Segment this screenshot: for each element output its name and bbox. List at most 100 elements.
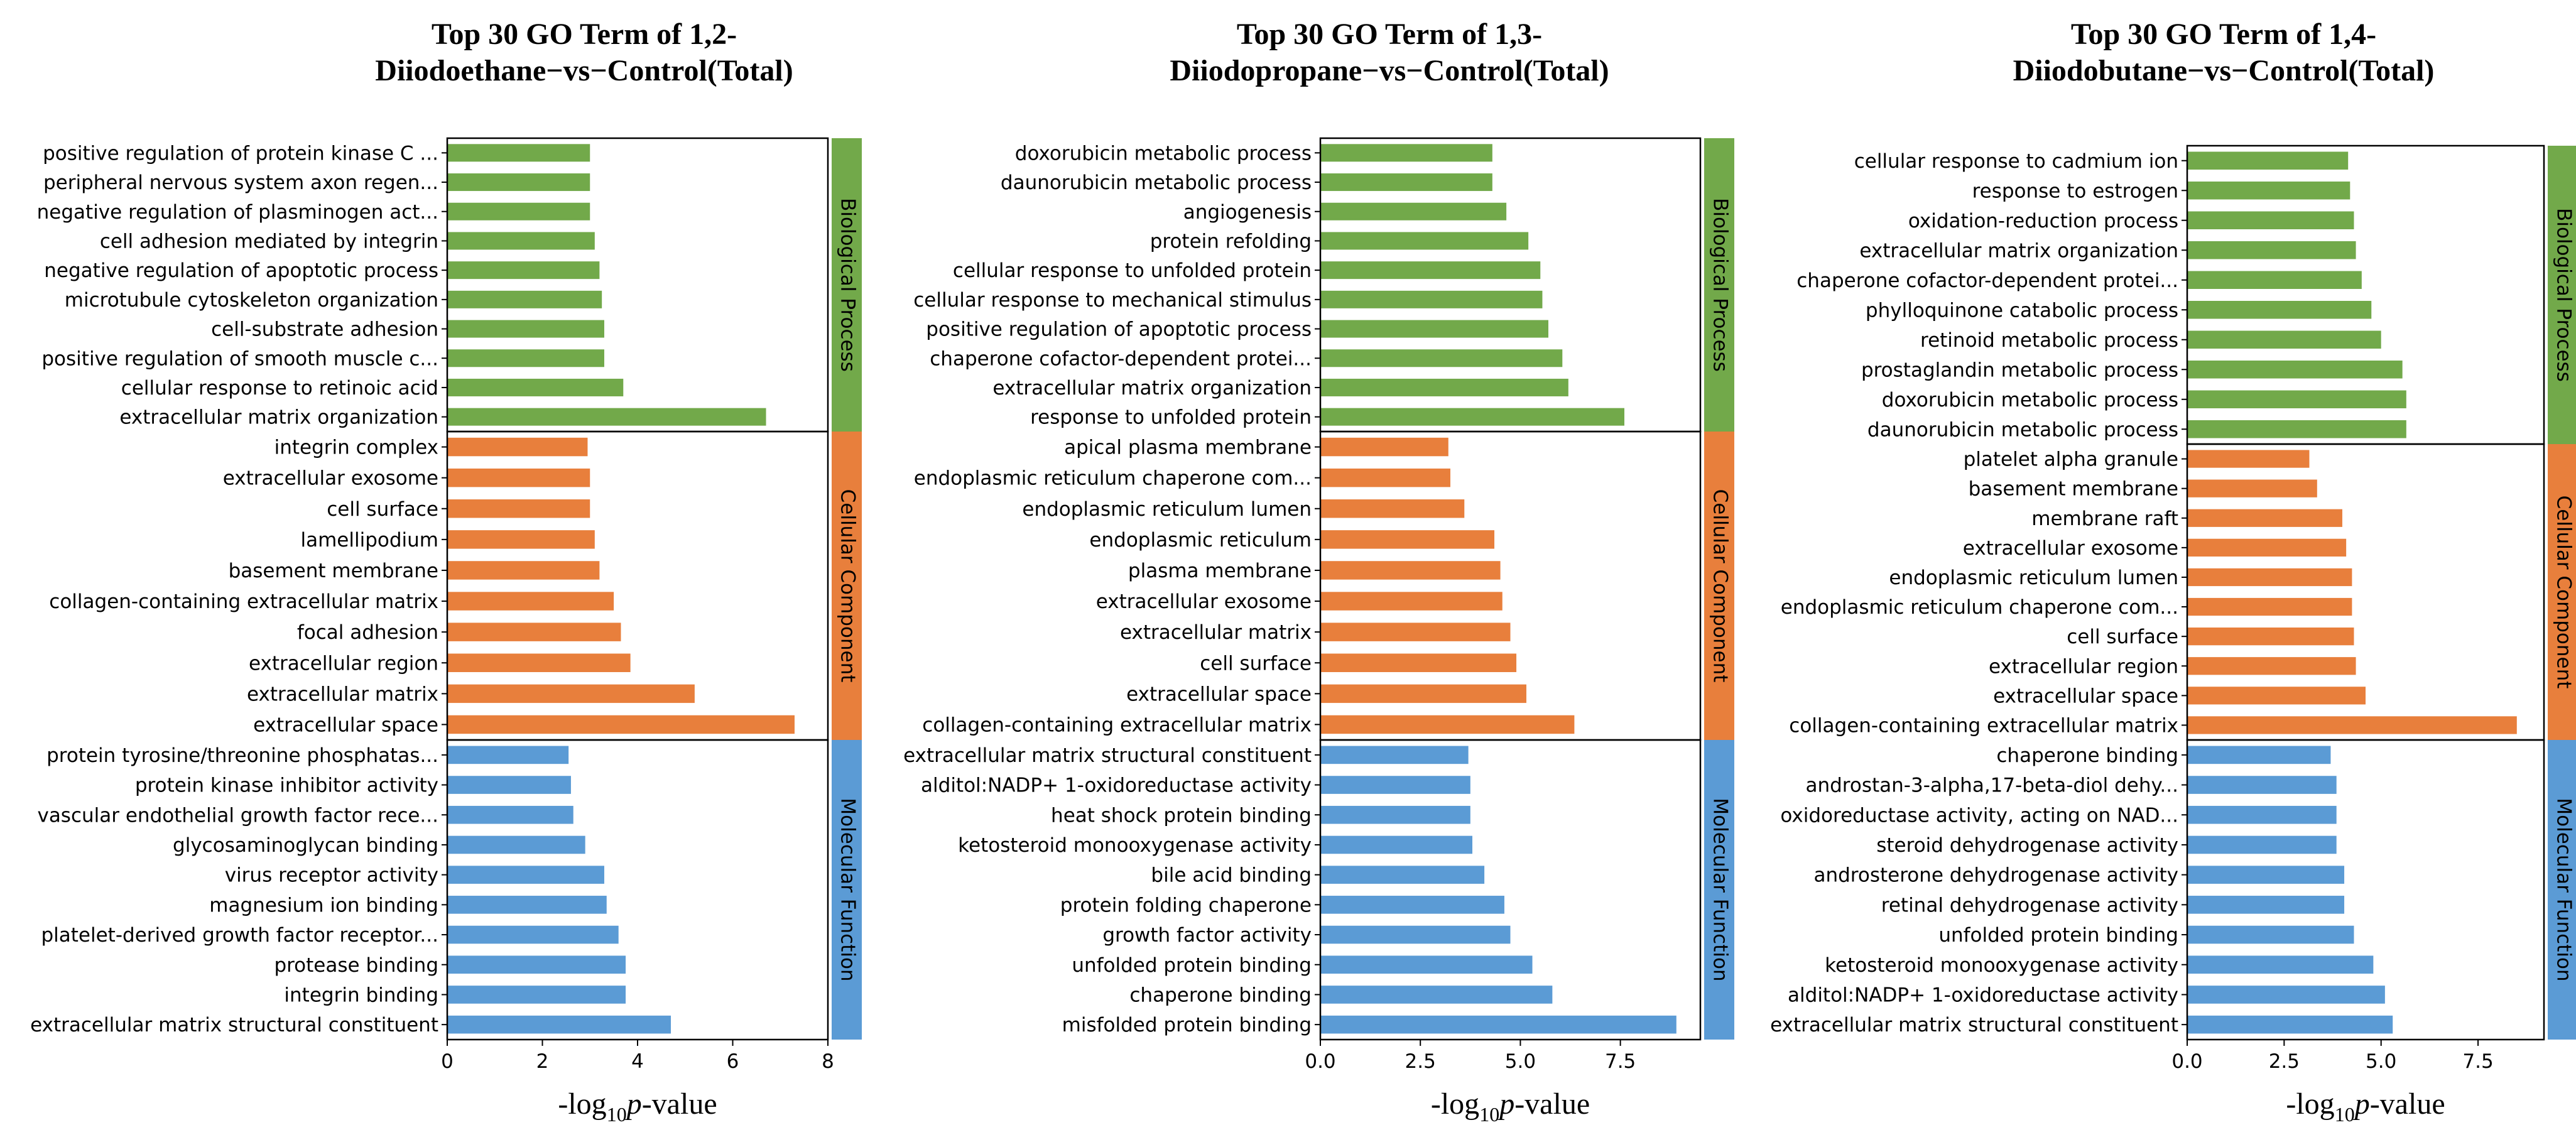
category-label: response to unfolded protein (1030, 406, 1312, 429)
x-tick-label: 2.5 (2269, 1050, 2300, 1073)
bar-cc (2187, 597, 2352, 616)
bar-mf (447, 776, 571, 794)
chart-panel-1: Top 30 GO Term of 1,2-Diiodoethane−vs−Co… (30, 18, 862, 1125)
x-tick-label: 0 (441, 1050, 454, 1073)
category-label: oxidation-reduction process (1908, 210, 2178, 232)
category-label: bile acid binding (1151, 864, 1312, 887)
category-label: negative regulation of apoptotic process (44, 259, 438, 282)
bar-mf (2187, 925, 2354, 944)
category-label: apical plasma membrane (1064, 437, 1312, 459)
bar-bp (2187, 271, 2362, 289)
category-label: extracellular matrix structural constitu… (1770, 1014, 2178, 1036)
category-label: negative regulation of plasminogen act..… (37, 201, 438, 224)
facet-strip-label: Molecular Function (2553, 798, 2575, 981)
bar-mf (2187, 746, 2331, 764)
category-label: unfolded protein binding (1072, 954, 1312, 977)
x-tick-label: 0.0 (1305, 1050, 1335, 1073)
category-label: protein tyrosine/threonine phosphatas... (46, 744, 438, 767)
category-label: collagen-containing extracellular matrix (922, 714, 1312, 736)
category-label: androstan-3-alpha,17-beta-diol dehy... (1805, 774, 2178, 797)
x-axis-label: -log10p-value (2286, 1087, 2445, 1125)
bar-bp (1320, 261, 1541, 280)
bar-cc (2187, 509, 2342, 527)
category-label: extracellular space (1993, 685, 2178, 707)
category-label: basement membrane (229, 560, 438, 582)
bar-mf (447, 896, 607, 914)
category-label: protein refolding (1150, 230, 1312, 253)
chart-title-line: Diiodobutane−vs−Control(Total) (2013, 54, 2435, 87)
bar-mf (1320, 866, 1485, 884)
bar-cc (447, 715, 795, 734)
bar-cc (2187, 687, 2366, 705)
chart-title-line: Top 30 GO Term of 1,3- (1237, 18, 1542, 51)
bar-cc (2187, 479, 2317, 497)
bar-bp (447, 378, 624, 396)
category-label: extracellular matrix (1120, 621, 1312, 644)
bar-mf (447, 925, 619, 944)
category-label: angiogenesis (1183, 201, 1312, 224)
category-label: response to estrogen (1972, 180, 2178, 202)
bar-cc (447, 684, 695, 704)
bar-bp (2187, 361, 2403, 379)
bar-cc (447, 499, 590, 518)
bar-bp (1320, 408, 1624, 426)
bar-mf (2187, 776, 2337, 794)
x-tick-label: 4 (631, 1050, 644, 1073)
facet-strip-label: Biological Process (2553, 208, 2575, 382)
chart-panel-3: Top 30 GO Term of 1,4-Diiodobutane−vs−Co… (1770, 18, 2576, 1125)
category-label: cell surface (2067, 626, 2178, 648)
bar-bp (447, 173, 590, 192)
category-label: extracellular exosome (223, 467, 438, 490)
bar-bp (1320, 173, 1492, 192)
category-label: cellular response to mechanical stimulus (913, 289, 1312, 312)
category-label: extracellular matrix organization (1859, 239, 2178, 262)
category-label: endoplasmic reticulum (1089, 529, 1312, 552)
category-label: extracellular space (253, 714, 438, 736)
category-label: extracellular matrix organization (119, 406, 438, 429)
category-label: cellular response to cadmium ion (1854, 150, 2178, 173)
category-label: daunorubicin metabolic process (1001, 171, 1312, 194)
bar-bp (447, 408, 766, 426)
bar-cc (1320, 684, 1526, 704)
group-frame (2186, 739, 2545, 1041)
facet-strip (832, 432, 862, 740)
bar-bp (2187, 211, 2354, 229)
bar-cc (447, 622, 621, 641)
category-label: extracellular matrix structural constitu… (30, 1014, 438, 1036)
category-label: positive regulation of apoptotic process (926, 318, 1312, 341)
bar-bp (1320, 290, 1543, 308)
bar-bp (447, 320, 604, 338)
bar-mf (2187, 896, 2345, 914)
bar-cc (1320, 437, 1448, 457)
bar-mf (1320, 746, 1469, 764)
category-label: doxorubicin metabolic process (1882, 389, 2178, 411)
category-label: extracellular matrix organization (992, 377, 1312, 399)
group-frame (1319, 739, 1702, 1041)
category-label: androsterone dehydrogenase activity (1813, 864, 2178, 887)
bar-cc (1320, 561, 1501, 580)
bar-bp (447, 349, 604, 367)
bar-cc (2187, 568, 2352, 587)
bar-cc (447, 561, 600, 580)
bar-cc (2187, 628, 2354, 646)
bar-mf (1320, 986, 1553, 1004)
category-label: phylloquinone catabolic process (1866, 299, 2178, 322)
x-tick-label: 6 (727, 1050, 739, 1073)
category-label: focal adhesion (297, 621, 438, 644)
category-label: prostaglandin metabolic process (1861, 359, 2178, 381)
category-label: integrin complex (274, 437, 438, 459)
bar-bp (2187, 390, 2406, 408)
category-label: growth factor activity (1102, 924, 1312, 947)
facet-strip-label: Biological Process (837, 198, 859, 372)
category-label: extracellular space (1126, 683, 1312, 705)
category-label: protein kinase inhibitor activity (135, 774, 438, 797)
bar-cc (1320, 468, 1450, 487)
category-label: retinal dehydrogenase activity (1881, 894, 2178, 916)
bar-bp (447, 232, 595, 250)
category-label: oxidoreductase activity, acting on NAD..… (1780, 804, 2178, 827)
x-axis-label: -log10p-value (558, 1087, 717, 1125)
x-tick-label: 7.5 (1605, 1050, 1636, 1073)
bar-bp (1320, 202, 1507, 220)
category-label: endoplasmic reticulum lumen (1022, 498, 1312, 521)
bar-mf (447, 866, 604, 884)
